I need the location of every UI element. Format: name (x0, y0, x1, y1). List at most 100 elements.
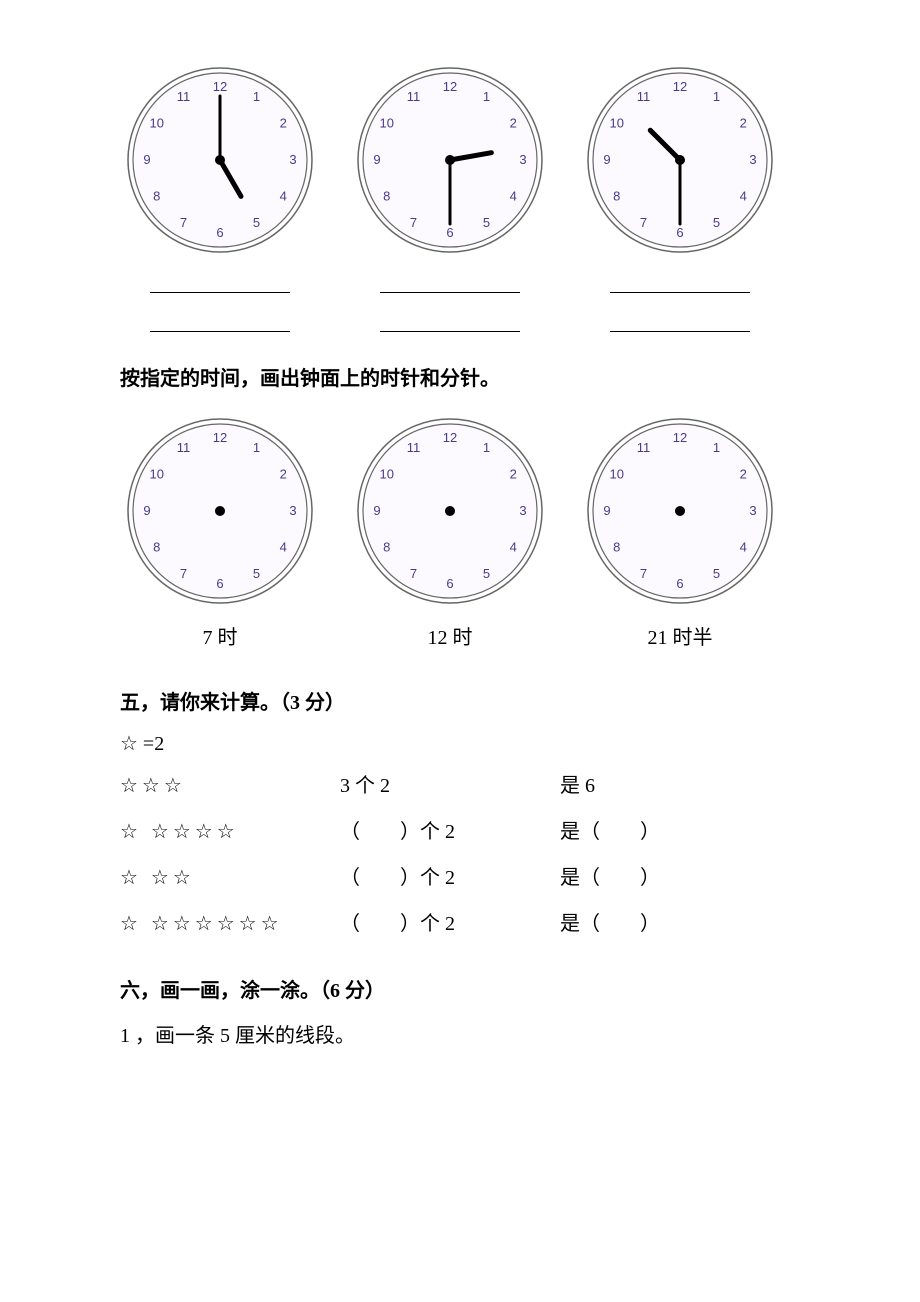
star-col-stars: ☆ ☆☆☆☆☆☆ (120, 906, 340, 942)
svg-text:9: 9 (373, 152, 380, 167)
time-label: 12 时 (350, 621, 550, 650)
svg-text:4: 4 (510, 540, 517, 555)
svg-text:3: 3 (289, 152, 296, 167)
svg-text:4: 4 (740, 540, 747, 555)
svg-text:11: 11 (177, 440, 191, 455)
svg-text:1: 1 (253, 89, 260, 104)
star-col-count: （ ）个 2 (340, 906, 560, 942)
svg-text:6: 6 (446, 225, 453, 240)
svg-text:7: 7 (410, 566, 417, 581)
svg-text:12: 12 (213, 79, 227, 94)
svg-text:4: 4 (280, 189, 287, 204)
star-col-stars: ☆ ☆☆☆☆ (120, 814, 340, 850)
svg-text:2: 2 (510, 116, 517, 131)
blank-row-1 (120, 272, 800, 299)
svg-text:3: 3 (519, 152, 526, 167)
svg-text:9: 9 (603, 152, 610, 167)
star-col-count: （ ）个 2 (340, 814, 560, 850)
svg-text:10: 10 (610, 116, 624, 131)
svg-text:12: 12 (443, 430, 457, 445)
svg-text:11: 11 (407, 89, 421, 104)
svg-text:4: 4 (740, 189, 747, 204)
svg-text:10: 10 (610, 467, 624, 482)
svg-text:6: 6 (446, 576, 453, 591)
blank-line (610, 272, 750, 293)
svg-text:8: 8 (613, 540, 620, 555)
blank-line (380, 311, 520, 332)
svg-text:2: 2 (280, 467, 287, 482)
svg-text:6: 6 (216, 225, 223, 240)
svg-text:5: 5 (713, 215, 720, 230)
svg-text:11: 11 (637, 89, 651, 104)
svg-text:7: 7 (180, 566, 187, 581)
clock-row-1: 123456789101112 123456789101112 12345678… (120, 60, 800, 260)
svg-text:8: 8 (153, 189, 160, 204)
svg-text:12: 12 (443, 79, 457, 94)
section6-q1: 1 ，画一条 5 厘米的线段。 (120, 1019, 800, 1048)
svg-text:10: 10 (150, 467, 164, 482)
svg-text:7: 7 (640, 215, 647, 230)
svg-text:3: 3 (289, 503, 296, 518)
star-row: ☆☆☆ 3 个 2 是 6 (120, 768, 800, 804)
svg-text:5: 5 (483, 215, 490, 230)
star-define: ☆ =2 (120, 731, 800, 756)
blank-line (150, 311, 290, 332)
svg-text:5: 5 (483, 566, 490, 581)
svg-text:12: 12 (673, 430, 687, 445)
svg-text:7: 7 (180, 215, 187, 230)
clock-3: 123456789101112 (580, 60, 780, 260)
svg-text:9: 9 (143, 503, 150, 518)
star-col-stars: ☆ ☆☆ (120, 860, 340, 896)
svg-text:2: 2 (740, 467, 747, 482)
clock-blank-2: 123456789101112 (350, 411, 550, 611)
time-labels: 7 时 12 时 21 时半 (120, 621, 800, 650)
clock-2: 123456789101112 (350, 60, 550, 260)
svg-text:12: 12 (673, 79, 687, 94)
svg-text:4: 4 (280, 540, 287, 555)
star-row: ☆ ☆☆☆☆ （ ）个 2 是（ ） (120, 814, 800, 850)
svg-text:11: 11 (637, 440, 651, 455)
star-row: ☆ ☆☆ （ ）个 2 是（ ） (120, 860, 800, 896)
svg-text:7: 7 (410, 215, 417, 230)
svg-text:1: 1 (713, 89, 720, 104)
svg-text:6: 6 (676, 576, 683, 591)
svg-text:3: 3 (749, 503, 756, 518)
clock-row-2: 123456789101112 123456789101112 12345678… (120, 411, 800, 611)
star-row: ☆ ☆☆☆☆☆☆ （ ）个 2 是（ ） (120, 906, 800, 942)
star-col-result: 是 6 (560, 768, 760, 804)
star-col-stars: ☆☆☆ (120, 768, 340, 804)
svg-text:2: 2 (280, 116, 287, 131)
svg-text:8: 8 (613, 189, 620, 204)
svg-text:12: 12 (213, 430, 227, 445)
svg-text:5: 5 (253, 215, 260, 230)
svg-text:1: 1 (253, 440, 260, 455)
svg-text:10: 10 (380, 116, 394, 131)
svg-text:4: 4 (510, 189, 517, 204)
svg-text:2: 2 (740, 116, 747, 131)
svg-text:3: 3 (519, 503, 526, 518)
time-label: 21 时半 (580, 621, 780, 650)
svg-text:11: 11 (177, 89, 191, 104)
blank-line (150, 272, 290, 293)
svg-text:7: 7 (640, 566, 647, 581)
svg-text:8: 8 (383, 540, 390, 555)
star-col-count: 3 个 2 (340, 768, 560, 804)
blank-line (610, 311, 750, 332)
svg-text:2: 2 (510, 467, 517, 482)
section5-title: 五，请你来计算。（3 分） (120, 686, 800, 715)
svg-text:1: 1 (483, 89, 490, 104)
time-label: 7 时 (120, 621, 320, 650)
section6-title: 六，画一画，涂一涂。（6 分） (120, 974, 800, 1003)
blank-row-2 (120, 311, 800, 338)
star-col-result: 是（ ） (560, 860, 760, 896)
svg-text:6: 6 (676, 225, 683, 240)
blank-line (380, 272, 520, 293)
svg-text:3: 3 (749, 152, 756, 167)
svg-text:1: 1 (713, 440, 720, 455)
svg-text:5: 5 (253, 566, 260, 581)
clock-blank-3: 123456789101112 (580, 411, 780, 611)
star-col-count: （ ）个 2 (340, 860, 560, 896)
svg-text:9: 9 (143, 152, 150, 167)
star-col-result: 是（ ） (560, 814, 760, 850)
star-col-result: 是（ ） (560, 906, 760, 942)
